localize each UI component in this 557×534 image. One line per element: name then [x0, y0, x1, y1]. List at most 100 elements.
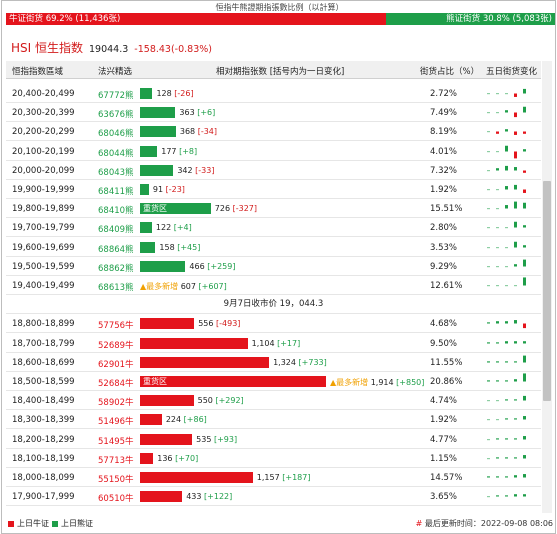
warrant-code-link[interactable]: 58902牛 — [98, 398, 134, 409]
table-row[interactable]: 19,500-19,599 68862熊 466 [+259] 9.29% — [6, 257, 541, 276]
sparkline-bar — [514, 320, 517, 324]
warrant-code-link[interactable]: 52684牛 — [98, 379, 134, 389]
warrant-code-link[interactable]: 63676熊 — [98, 110, 134, 121]
quantity-value: 136 — [157, 453, 173, 463]
table-row[interactable]: 18,500-18,599 52684牛 重货区 ▲最多新增 1,914 [+850]… — [6, 372, 541, 391]
table-row[interactable]: 19,700-19,799 68409熊 122 [+4] 2.80% — [6, 218, 541, 238]
row-range: 18,600-18,699 — [12, 357, 75, 368]
daily-change: [-493] — [216, 319, 241, 329]
sparkline-bar — [505, 418, 508, 420]
table-row[interactable]: 20,000-20,099 68043熊 342 [-33] 7.32% — [6, 161, 541, 180]
warrant-code-link[interactable]: 57756牛 — [98, 321, 134, 332]
table-row[interactable]: 19,600-19,699 68864熊 158 [+45] 3.53% — [6, 238, 541, 257]
panel-title: 恒指牛熊證期指張數比例（以計算） — [215, 3, 344, 12]
legend-bear-swatch — [52, 520, 58, 527]
outstanding-share: 3.65% — [430, 492, 458, 503]
quantity-bar: 重货区 — [140, 203, 211, 215]
sparkline-bar — [523, 454, 526, 459]
warrant-code-link[interactable]: 67772熊 — [98, 91, 134, 101]
row-range: 18,400-18,499 — [12, 396, 75, 407]
warrant-code-link[interactable]: 62901牛 — [98, 359, 134, 370]
table-row[interactable]: 18,000-18,099 55150牛 1,157 [+187] 14.57% — [6, 468, 541, 487]
quantity-text: 433 [+122] — [186, 492, 232, 501]
warrant-code-link[interactable]: 52689牛 — [98, 340, 134, 351]
quantity-bar — [140, 145, 158, 157]
warrant-code-link[interactable]: 68409熊 — [98, 225, 134, 236]
table-row[interactable]: 20,300-20,399 63676熊 363 [+6] 7.49% — [6, 103, 541, 123]
table-row[interactable]: 20,200-20,299 68046熊 368 [-34] 8.19% — [6, 122, 541, 142]
sparkline-bar — [496, 112, 499, 114]
row-range: 18,700-18,799 — [12, 338, 75, 349]
outstanding-share: 9.29% — [430, 261, 458, 272]
quantity-value: 158 — [159, 242, 175, 252]
warrant-code-link[interactable]: 68613熊 — [98, 283, 134, 293]
warrant-code-link[interactable]: 68044熊 — [98, 148, 134, 159]
warrant-code-link[interactable]: 68043熊 — [98, 167, 134, 178]
hash-icon: # — [415, 519, 423, 528]
table-row[interactable]: 18,700-18,799 52689牛 1,104 [+17] 9.50% — [6, 334, 541, 353]
sparkline-bar — [505, 110, 508, 113]
table-row[interactable]: 18,600-18,699 62901牛 1,324 [+733] 11.55% — [6, 353, 541, 372]
table-row[interactable]: 19,800-19,899 68410熊 重货区 726 [-327] 15.51% — [6, 199, 541, 219]
sparkline-bar — [496, 93, 499, 95]
scrollbar-thumb[interactable] — [543, 181, 551, 401]
sparkline-bar — [496, 361, 499, 363]
quantity-value: 726 — [214, 204, 231, 214]
header-code: 法兴精选 — [98, 67, 133, 77]
sparkline-bar — [523, 259, 526, 267]
warrant-code-link[interactable]: 51495牛 — [98, 436, 134, 447]
quantity-text: 122 [+4] — [156, 223, 192, 232]
quantity-value: 177 — [161, 146, 177, 156]
sparkline-bar — [514, 418, 517, 420]
sparkline-bar — [505, 457, 508, 459]
outstanding-share: 11.55% — [430, 357, 463, 368]
daily-change: [+259] — [207, 261, 236, 271]
quantity-bar — [140, 164, 174, 176]
sparkline-bar — [496, 167, 499, 171]
five-day-sparkline — [487, 494, 526, 498]
warrant-code-link[interactable]: 68410熊 — [98, 206, 134, 217]
quantity-value: 363 — [179, 108, 195, 118]
table-row[interactable]: 19,400-19,499 68613熊 ▲最多新增 607 [+607] 12.61… — [6, 276, 541, 295]
table-row[interactable]: 17,900-17,999 60510牛 433 [+122] 3.65% — [6, 487, 541, 507]
warrant-code-link[interactable]: 51496牛 — [98, 417, 134, 428]
table-row[interactable]: 18,300-18,399 51496牛 224 [+86] 1.92% — [6, 410, 541, 430]
sparkline-bar — [523, 170, 526, 173]
daily-change: [+8] — [179, 146, 198, 156]
warrant-code-link[interactable]: 57713牛 — [98, 455, 134, 466]
row-range: 20,300-20,399 — [12, 108, 75, 119]
row-range: 20,200-20,299 — [12, 127, 75, 138]
sparkline-bar — [523, 148, 526, 152]
bull-ratio-segment: 牛证街货 69.2% (11,436张) — [6, 13, 386, 25]
quantity-text: 224 [+86] — [166, 415, 207, 424]
sparkline-bar — [496, 247, 499, 248]
warrant-code-link[interactable]: 68864熊 — [98, 244, 134, 255]
quantity-value: 128 — [156, 89, 172, 98]
quantity-value: 556 — [198, 319, 214, 329]
table-row[interactable]: 20,400-20,499 67772熊 128 [-26] 2.72% — [6, 84, 541, 103]
bear-ratio-segment: 熊证街货 30.8% (5,083张) — [385, 13, 555, 25]
index-change: -158.43(-0.83%) — [134, 44, 212, 55]
sparkline-bar — [487, 151, 490, 152]
table-row[interactable]: 18,800-18,899 57756牛 556 [-493] 4.68% — [6, 314, 541, 334]
warrant-code-link[interactable]: 68046熊 — [98, 129, 134, 140]
warrant-code-link[interactable]: 68862熊 — [98, 263, 134, 274]
sparkline-bar — [514, 241, 517, 248]
quantity-bar — [140, 356, 270, 368]
table-row[interactable]: 18,200-18,299 51495牛 535 [+93] 4.77% — [6, 430, 541, 449]
five-day-sparkline — [487, 396, 526, 402]
table-row[interactable]: 19,900-19,999 68411熊 91 [-23] 1.92% — [6, 180, 541, 199]
warrant-code-link[interactable]: 60510牛 — [98, 494, 134, 505]
sparkline-bar — [514, 166, 517, 171]
row-range: 18,100-18,199 — [12, 453, 75, 464]
table-row[interactable]: 20,100-20,199 68044熊 177 [+8] 4.01% — [6, 142, 541, 161]
sparkline-bar — [514, 222, 517, 228]
sparkline-bar — [505, 380, 508, 382]
table-row[interactable]: 18,100-18,199 57713牛 136 [+70] 1.15% — [6, 449, 541, 468]
warrant-code-link[interactable]: 55150牛 — [98, 475, 134, 485]
sparkline-bar — [523, 225, 526, 228]
warrant-code-link[interactable]: 68411熊 — [98, 187, 134, 197]
table-row[interactable]: 18,400-18,499 58902牛 550 [+292] 4.74% — [6, 391, 541, 411]
quantity-bar — [140, 88, 153, 99]
sparkline-bar — [523, 131, 526, 135]
